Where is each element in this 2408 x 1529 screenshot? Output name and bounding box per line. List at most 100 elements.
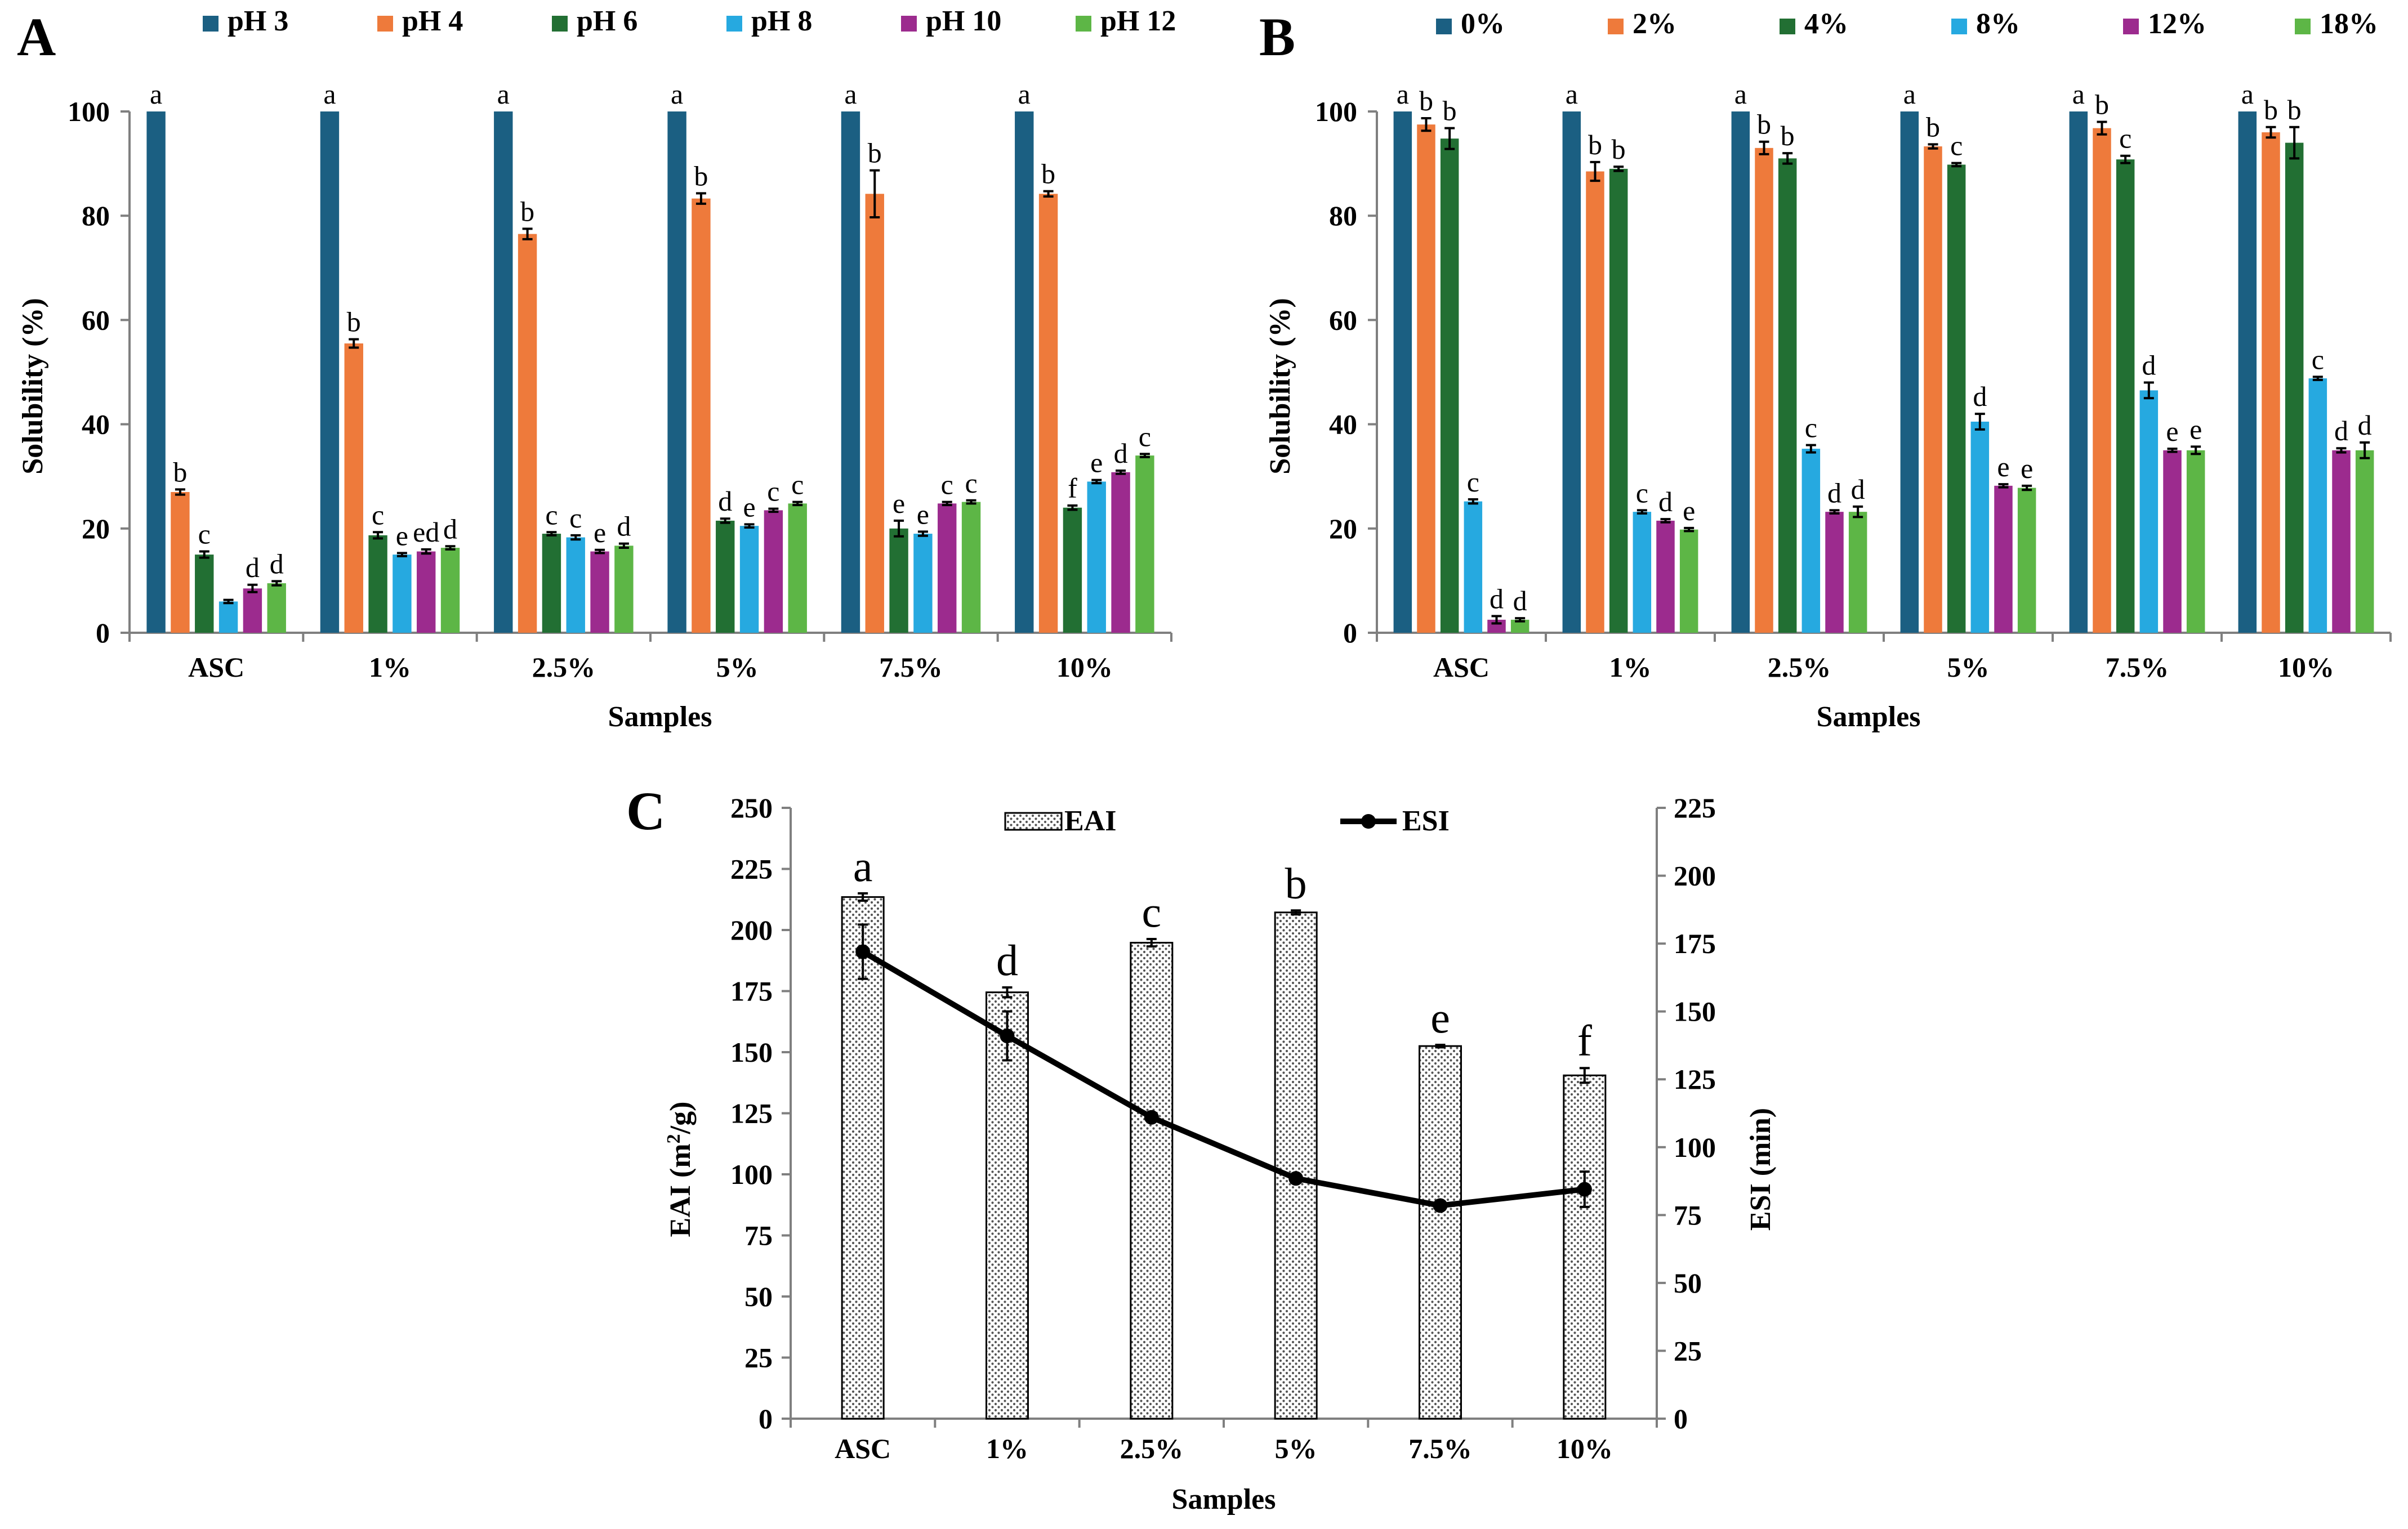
significance-label: a	[844, 78, 857, 110]
significance-label: a	[323, 78, 336, 110]
y-tick-label: 40	[1329, 409, 1357, 440]
bar	[218, 601, 238, 633]
bar	[1087, 481, 1106, 633]
legend-swatch	[377, 16, 393, 32]
x-tick-label: 2.5%	[1768, 651, 1831, 683]
significance-label: b	[1588, 129, 1602, 160]
significance-label: ed	[413, 516, 439, 548]
bar	[542, 534, 561, 633]
x-tick-label: 7.5%	[879, 651, 943, 683]
x-tick-label: 7.5%	[2106, 651, 2169, 683]
y-tick-label: 20	[82, 513, 110, 544]
bar	[841, 111, 860, 633]
y-tick-label-secondary: 125	[1674, 1063, 1716, 1095]
bar	[368, 535, 387, 633]
legend-label: pH 12	[1100, 5, 1176, 37]
bar	[2093, 128, 2111, 633]
legend-label: 12%	[2148, 8, 2206, 40]
bar	[590, 551, 609, 633]
significance-label: c	[965, 467, 977, 499]
y-tick-label: 0	[759, 1403, 773, 1434]
eai-bar	[841, 896, 885, 1420]
legend-label: pH 10	[926, 5, 1001, 37]
y-tick-label: 60	[1329, 304, 1357, 336]
significance-label: d	[1490, 583, 1504, 614]
legend-swatch	[2295, 19, 2311, 34]
x-tick-label: ASC	[188, 651, 244, 683]
bar	[2139, 390, 2159, 633]
significance-label: c	[372, 499, 384, 530]
legend: EAI ESI	[1004, 805, 1450, 837]
x-tick-label: 5%	[1275, 1433, 1317, 1464]
significance-label: e	[917, 498, 929, 530]
x-tick-label: 5%	[716, 651, 759, 683]
significance-label: a	[1018, 78, 1031, 110]
bar	[344, 343, 363, 633]
bar	[2017, 488, 2036, 633]
legend-swatch	[1076, 16, 1091, 32]
chart-panel-a: A pH 3 pH 4 pH 6 pH 8 pH 10 pH 12 0 20 40 60 80 10…	[17, 5, 1176, 733]
x-axis-title: Samples	[1172, 1483, 1276, 1515]
bar	[961, 502, 981, 633]
bar	[195, 555, 214, 633]
significance-label: b	[1612, 133, 1626, 165]
bar	[1656, 520, 1675, 633]
y-tick-label: 80	[1329, 200, 1357, 231]
bar-and-line-group: a d c b e f	[841, 842, 1607, 1420]
x-tick-label: 1%	[1609, 651, 1652, 683]
panel-letter: A	[17, 7, 56, 67]
legend: pH 3 pH 4 pH 6 pH 8 pH 10 pH 12	[203, 5, 1176, 37]
eai-bar	[1130, 942, 1174, 1420]
y-tick-label-secondary: 225	[1674, 792, 1716, 824]
legend-swatch	[1951, 19, 1967, 34]
significance-label: b	[173, 456, 187, 488]
bar	[1755, 147, 1773, 633]
y-tick-label: 80	[82, 200, 110, 231]
significance-label: c	[791, 469, 804, 500]
significance-label: e	[396, 520, 408, 551]
bar	[1731, 111, 1750, 633]
legend-label: 2%	[1633, 8, 1676, 40]
axes: 0 20 40 60 80 100 ASC 1% 2.5% 5% 7.5% 10%	[68, 96, 1172, 683]
bar	[1679, 529, 1698, 633]
bar	[865, 194, 884, 633]
legend-label: ESI	[1402, 805, 1450, 837]
significance-label: b	[868, 137, 882, 169]
chart-panel-c: C EAI ESI 0255075100125150175200225250025…	[626, 781, 1777, 1515]
bar	[320, 111, 340, 633]
y-tick-label-secondary: 0	[1674, 1403, 1688, 1434]
y-tick-label: 125	[730, 1098, 773, 1129]
significance-label: c	[1139, 421, 1151, 452]
esi-point	[855, 944, 871, 959]
y-tick-label: 250	[730, 792, 773, 824]
significance-label: f	[1577, 1016, 1592, 1065]
bar	[1015, 111, 1034, 633]
legend-label: 4%	[1804, 8, 1848, 40]
significance-label: a	[150, 78, 162, 110]
significance-label: a	[497, 78, 510, 110]
significance-label: d	[1827, 477, 1841, 508]
bar	[1510, 619, 1529, 633]
x-tick-label: ASC	[1433, 651, 1490, 683]
significance-label: b	[347, 306, 361, 338]
y-tick-label: 40	[82, 409, 110, 440]
bar	[2308, 378, 2327, 633]
significance-label: d	[246, 552, 260, 583]
significance-label: d	[617, 511, 631, 542]
y-tick-label-secondary: 50	[1674, 1267, 1702, 1299]
x-tick-label: 2.5%	[532, 651, 596, 683]
bar	[2285, 142, 2304, 633]
bar	[1924, 146, 1942, 633]
significance-label: c	[767, 476, 779, 507]
bar	[2262, 132, 2280, 633]
significance-label: c	[2119, 123, 2131, 154]
bar	[2186, 450, 2205, 633]
significance-label: d	[1973, 381, 1987, 412]
bar	[2355, 450, 2374, 633]
legend-label: EAI	[1064, 805, 1116, 837]
bar	[1063, 507, 1082, 633]
bar	[1440, 138, 1459, 633]
x-tick-label: ASC	[835, 1433, 891, 1464]
bar	[417, 551, 436, 633]
